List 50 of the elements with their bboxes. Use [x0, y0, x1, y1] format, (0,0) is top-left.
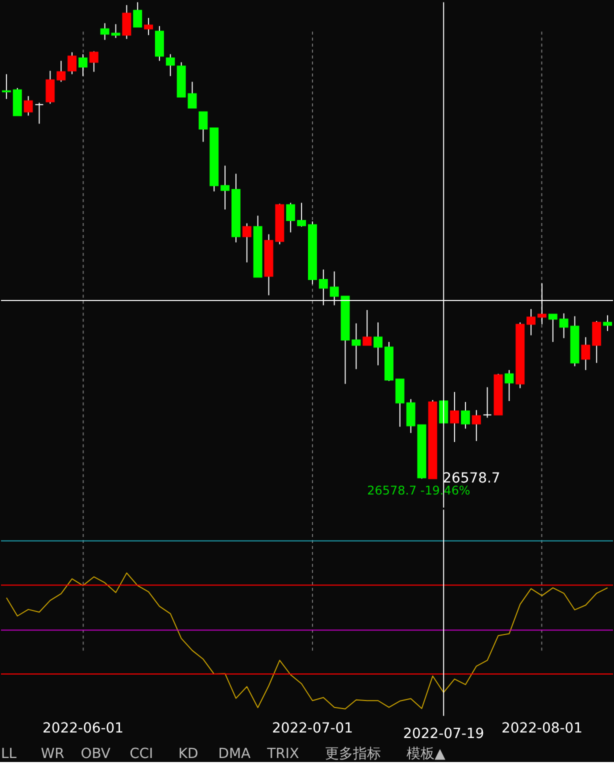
- text: CCI: [130, 746, 154, 762]
- candlestick: [352, 322, 361, 370]
- candlestick: [592, 320, 602, 364]
- x-tick-label: 2022-08-01: [501, 720, 582, 736]
- candlestick: [504, 370, 514, 402]
- candlestick: [188, 81, 197, 109]
- candlestick: [78, 54, 88, 77]
- candlestick: [581, 336, 590, 371]
- candlestick: [297, 202, 306, 228]
- text: TRIX: [266, 746, 300, 762]
- candlestick: [559, 312, 568, 339]
- x-tick-label: 2022-07-01: [272, 720, 353, 736]
- candlestick: [526, 308, 536, 336]
- candlestick: [68, 52, 77, 75]
- candlestick: [220, 165, 230, 210]
- candlestick: [362, 310, 372, 346]
- candlestick: [34, 102, 44, 124]
- text: DMA: [218, 746, 252, 762]
- candlestick: [460, 401, 470, 430]
- candlestick: [472, 410, 481, 442]
- candlestick: [46, 70, 55, 104]
- candlestick: [144, 17, 154, 36]
- candlestick: [198, 111, 208, 142]
- text: KD: [178, 746, 198, 762]
- candlestick: [242, 222, 252, 263]
- text: WR: [40, 746, 65, 762]
- candlestick: [603, 314, 612, 332]
- text: LL: [0, 746, 17, 762]
- candlestick: [2, 74, 11, 100]
- candlestick: [89, 50, 98, 72]
- candlestick: [482, 386, 492, 418]
- text: 更多指标: [324, 746, 381, 762]
- candlestick: [286, 202, 296, 233]
- candlestick: [56, 60, 66, 82]
- text: 模板▲: [406, 746, 446, 762]
- candlestick: [122, 4, 132, 40]
- candlestick: [548, 314, 558, 342]
- candlestick: [166, 54, 175, 77]
- candlestick: [133, 2, 142, 28]
- candlestick: [395, 378, 404, 428]
- candlestick: [374, 322, 383, 366]
- annotation: 26578.7: [442, 470, 500, 487]
- candlestick: [100, 22, 110, 40]
- candlestick: [24, 96, 33, 116]
- candlestick: [111, 24, 120, 38]
- x-tick-label: 2022-06-01: [42, 720, 124, 736]
- candlestick: [450, 391, 460, 442]
- x-tick-label: 2022-07-19: [403, 726, 484, 742]
- text: OBV: [80, 746, 111, 762]
- candlestick: [406, 398, 416, 434]
